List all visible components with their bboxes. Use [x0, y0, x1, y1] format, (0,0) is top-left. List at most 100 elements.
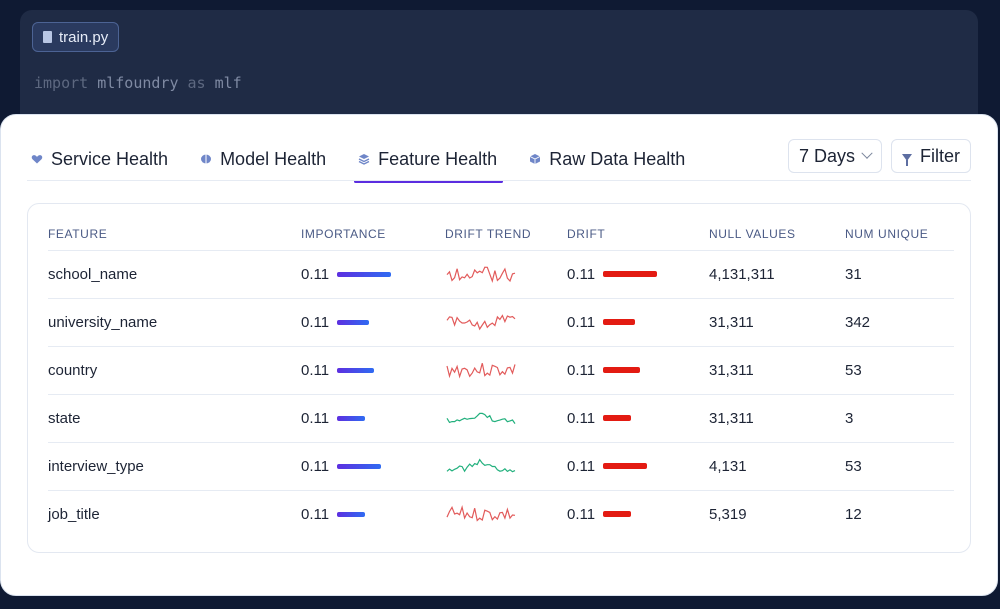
- drift-cell: 0.11: [567, 346, 709, 395]
- drift-bar: [603, 463, 648, 469]
- importance-value: 0.11: [301, 457, 330, 475]
- drift-cell: 0.11: [567, 442, 709, 491]
- code-module: mlfoundry: [97, 74, 179, 92]
- drift-value: 0.11: [567, 361, 596, 379]
- filter-button[interactable]: Filter: [891, 139, 971, 173]
- tab-feature-health[interactable]: Feature Health: [354, 139, 504, 183]
- drift-trend-cell: [445, 346, 567, 395]
- drift-trend-sparkline: [446, 505, 516, 522]
- code-line: import mlfoundry as mlf: [34, 74, 242, 92]
- null-values-cell: 4,131,311: [709, 250, 845, 299]
- feature-table: FEATURE IMPORTANCE DRIFT TREND DRIFT NUL…: [48, 218, 954, 538]
- drift-trend-cell: [445, 490, 567, 538]
- drift-trend-cell: [445, 250, 567, 299]
- table-body: school_name 0.11 0.11 4,131,311 31 unive…: [48, 250, 954, 538]
- num-unique-cell: 342: [845, 298, 954, 347]
- feature-table-card: FEATURE IMPORTANCE DRIFT TREND DRIFT NUL…: [27, 203, 971, 553]
- drift-value: 0.11: [567, 313, 596, 331]
- importance-bar: [337, 319, 370, 325]
- drift-trend-sparkline: [446, 363, 516, 379]
- table-row[interactable]: job_title 0.11 0.11 5,319 12: [48, 490, 954, 538]
- table-row[interactable]: country 0.11 0.11 31,311 53: [48, 346, 954, 395]
- importance-value: 0.11: [301, 265, 330, 283]
- feature-name: state: [48, 394, 301, 443]
- null-values-cell: 31,311: [709, 298, 845, 347]
- null-values-cell: 5,319: [709, 505, 747, 523]
- tab-model-health[interactable]: Model Health: [198, 139, 328, 179]
- drift-bar: [603, 511, 632, 518]
- table-row[interactable]: interview_type 0.11 0.11 4,131 53: [48, 442, 954, 491]
- col-header-importance[interactable]: IMPORTANCE: [301, 218, 445, 251]
- importance-value: 0.11: [301, 313, 330, 331]
- drift-bar: [603, 319, 636, 325]
- importance-cell: 0.11: [301, 346, 445, 395]
- code-keyword-import: import: [34, 74, 89, 92]
- importance-bar: [337, 511, 366, 517]
- num-unique-cell: 53: [845, 442, 954, 491]
- importance-bar: [337, 415, 366, 421]
- importance-bar: [337, 463, 382, 469]
- code-keyword-as: as: [187, 74, 206, 92]
- chevron-down-icon: [861, 147, 873, 159]
- importance-cell: 0.11: [301, 394, 445, 443]
- drift-value: 0.11: [567, 265, 596, 283]
- drift-trend-cell: [445, 442, 567, 491]
- null-values-cell: 31,311: [709, 394, 845, 443]
- drift-trend-sparkline: [446, 314, 516, 331]
- null-values-cell: 4,131: [709, 442, 845, 491]
- table-row[interactable]: school_name 0.11 0.11 4,131,311 31: [48, 250, 954, 299]
- importance-cell: 0.11: [301, 298, 445, 347]
- tab-label: Raw Data Health: [549, 148, 686, 169]
- table-row[interactable]: state 0.11 0.11 31,311 3: [48, 394, 954, 443]
- col-header-feature[interactable]: FEATURE: [48, 218, 301, 251]
- health-panel: Service Health Model Health Feature Heal…: [0, 114, 998, 596]
- importance-bar: [337, 271, 392, 277]
- controls: 7 Days Filter: [787, 139, 971, 173]
- layers-icon: [358, 154, 370, 165]
- drift-cell: 0.11: [567, 298, 709, 347]
- feature-name: university_name: [48, 298, 301, 347]
- code-alias: mlf: [214, 74, 242, 92]
- filter-icon: [902, 153, 912, 166]
- importance-value: 0.11: [301, 361, 330, 379]
- importance-cell: 0.11: [301, 250, 445, 299]
- col-header-drift-trend[interactable]: DRIFT TREND: [445, 218, 567, 251]
- drift-bar: [603, 415, 632, 421]
- tab-label: Feature Health: [378, 148, 498, 169]
- importance-cell: 0.11: [301, 442, 445, 491]
- importance-value: 0.11: [301, 505, 330, 523]
- drift-cell: 0.11: [567, 394, 709, 443]
- col-header-drift[interactable]: DRIFT: [567, 218, 709, 251]
- tab-bar: Service Health Model Health Feature Heal…: [29, 139, 687, 183]
- tab-label: Model Health: [220, 148, 327, 169]
- num-unique-cell: 31: [845, 250, 954, 299]
- feature-name: interview_type: [48, 442, 301, 491]
- file-icon: [43, 31, 52, 43]
- num-unique-cell: 53: [845, 346, 954, 395]
- tab-divider: [27, 180, 971, 181]
- importance-value: 0.11: [301, 409, 330, 427]
- drift-value: 0.11: [567, 409, 596, 427]
- cube-icon: [530, 154, 541, 164]
- drift-trend-cell: [445, 394, 567, 443]
- file-tab[interactable]: train.py: [32, 22, 120, 52]
- brain-icon: [201, 154, 212, 164]
- time-range-select[interactable]: 7 Days: [787, 139, 882, 173]
- drift-value: 0.11: [567, 457, 596, 475]
- drift-bar: [603, 367, 641, 373]
- drift-bar: [603, 271, 658, 277]
- drift-value: 0.11: [567, 505, 596, 523]
- drift-cell: 0.11: [567, 250, 709, 299]
- num-unique-cell: 12: [845, 505, 862, 523]
- table-row[interactable]: university_name 0.11 0.11 31,311 342: [48, 298, 954, 347]
- tab-raw-data-health[interactable]: Raw Data Health: [527, 139, 687, 179]
- table-header-row: FEATURE IMPORTANCE DRIFT TREND DRIFT NUL…: [48, 218, 954, 251]
- col-header-num-unique[interactable]: NUM UNIQUE: [845, 218, 954, 251]
- drift-trend-cell: [445, 298, 567, 347]
- drift-trend-sparkline: [446, 266, 516, 284]
- col-header-null-values[interactable]: NULL VALUES: [709, 218, 845, 251]
- tab-service-health[interactable]: Service Health: [29, 139, 170, 179]
- tab-label: Service Health: [51, 148, 169, 169]
- feature-name: job_title: [48, 505, 100, 523]
- file-name: train.py: [59, 28, 109, 46]
